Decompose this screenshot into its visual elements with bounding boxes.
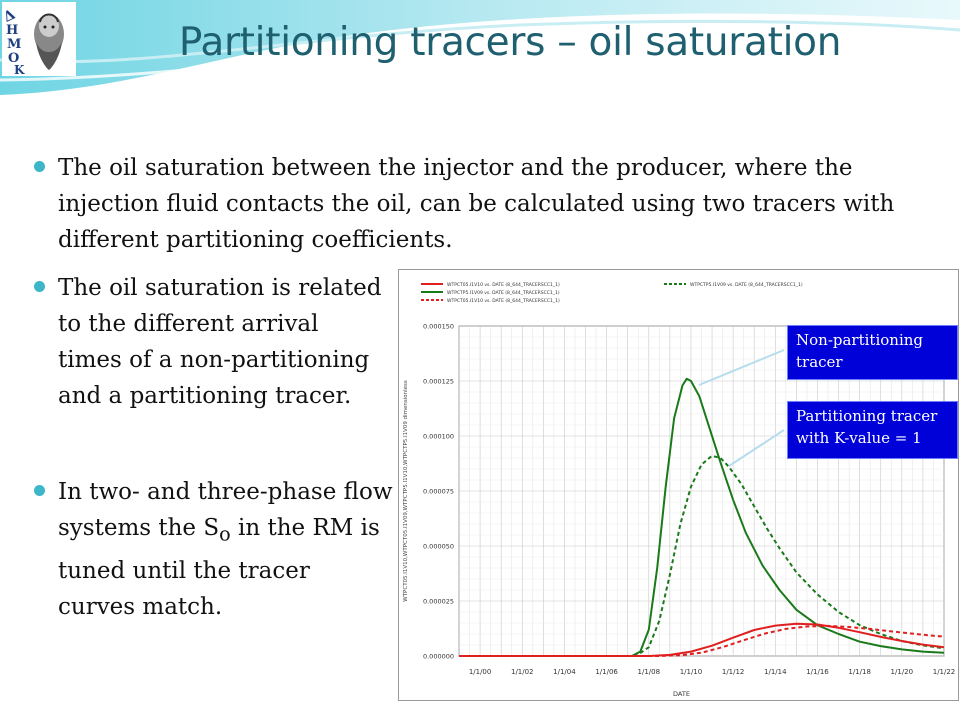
saturation-subscript: o — [219, 522, 231, 546]
tracer-chart-svg: 0.000000 0.000025 0.000050 0.000075 0.000100… — [403, 282, 956, 698]
svg-text:H: H — [6, 23, 18, 38]
x-tick-label: 1/1/16 — [806, 668, 829, 676]
series-line-4 — [459, 624, 945, 657]
x-tick-label: 1/1/14 — [764, 668, 787, 676]
svg-text:O: O — [8, 51, 19, 66]
header-decoration — [0, 0, 960, 95]
y-tick-label: 0.000050 — [423, 543, 454, 551]
tracer-chart: 0.000000 0.000025 0.000050 0.000075 0.000100… — [398, 269, 959, 701]
bullet-dot-icon — [34, 161, 45, 172]
svg-text:K: K — [14, 63, 25, 76]
x-tick-label: 1/1/12 — [722, 668, 745, 676]
bullet-dot-icon — [34, 485, 45, 496]
legend-label: WTPCT05.I1V10 vs. DATE (8_644_TRACERSCC1… — [447, 298, 560, 304]
y-axis-label: WTPCT05.I1V10,WTPCT05.I1V09,WTPCTP5.I1V1… — [403, 380, 409, 602]
callout-non-partitioning: Non-partitioning tracer — [787, 325, 958, 380]
bullet-1: The oil saturation between the injector … — [34, 150, 944, 260]
bullet-3-text: In two- and three-phase flow systems the… — [58, 474, 393, 625]
y-tick-label: 0.000125 — [423, 378, 454, 386]
x-tick-label: 1/1/18 — [848, 668, 871, 676]
series-line-1 — [459, 377, 945, 657]
slide-title: Partitioning tracers – oil saturation — [178, 20, 842, 65]
y-tick-label: 0.000025 — [423, 598, 454, 606]
bullet-dot-icon — [34, 281, 45, 292]
callout-pointer-1 — [698, 349, 785, 386]
bullet-2: The oil saturation is related to the dif… — [34, 270, 384, 460]
svg-text:M: M — [7, 37, 21, 52]
series-line-3 — [459, 622, 945, 657]
x-tick-label: 1/1/10 — [680, 668, 703, 676]
x-tick-label: 1/1/06 — [595, 668, 618, 676]
legend-label: WTPCTP5.I1V09 vs. DATE (8_644_TRACERSCC1… — [447, 290, 560, 296]
bullet-1-text: The oil saturation between the injector … — [58, 155, 895, 253]
y-tick-label: 0.000075 — [423, 488, 454, 496]
x-tick-label: 1/1/22 — [933, 668, 956, 676]
legend-label: WTPCT05.I1V10 vs. DATE (8_644_TRACERSCC1… — [447, 282, 560, 288]
x-tick-label: 1/1/04 — [553, 668, 576, 676]
legend-label: WTPCTP5.I1V09 vs. DATE (8_644_TRACERSCC1… — [690, 282, 803, 288]
callout-pointer-2 — [728, 429, 785, 467]
bullet-2-text: The oil saturation is related to the dif… — [58, 275, 382, 409]
bullet-3-text-after: in the RM is tuned until the tracer curv… — [58, 515, 380, 620]
x-tick-label: 1/1/00 — [469, 668, 492, 676]
callout-partitioning: Partitioning tracer with K-value = 1 — [787, 401, 958, 459]
x-tick-label: 1/1/02 — [511, 668, 534, 676]
bullet-3: In two- and three-phase flow systems the… — [34, 474, 393, 624]
y-tick-label: 0.000150 — [423, 323, 454, 331]
democritus-logo: Δ H M O K — [1, 2, 76, 77]
series-line-2 — [459, 454, 945, 657]
x-tick-label: 1/1/08 — [638, 668, 661, 676]
x-axis-label: DATE — [673, 690, 690, 698]
x-tick-label: 1/1/20 — [891, 668, 914, 676]
y-tick-label: 0.000000 — [423, 653, 454, 661]
bullet-3-text-before: In two- and three-phase flow systems the… — [58, 479, 393, 541]
y-tick-label: 0.000100 — [423, 433, 454, 441]
